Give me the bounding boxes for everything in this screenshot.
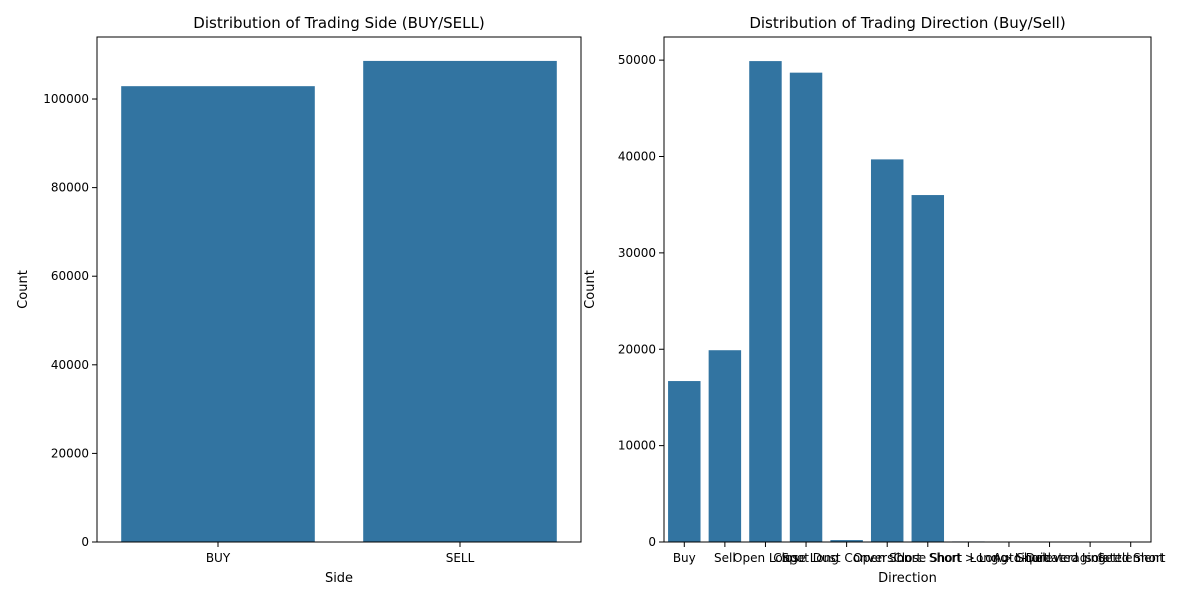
chart-title: Distribution of Trading Direction (Buy/S… <box>749 14 1065 32</box>
y-tick-label: 30000 <box>618 246 656 260</box>
y-tick-label: 10000 <box>618 439 656 453</box>
x-tick-label: Buy <box>673 551 696 565</box>
y-tick-label: 20000 <box>51 446 89 460</box>
x-axis-label: Side <box>325 571 353 586</box>
plot-frame <box>663 36 1152 543</box>
y-tick-label: 20000 <box>618 342 656 356</box>
x-tick-label: Short > Long <box>929 551 1008 565</box>
bar-close-short <box>911 195 945 542</box>
x-tick-label: Spot Dust Conversion <box>782 551 912 565</box>
y-axis-label: Count <box>583 270 598 309</box>
x-tick-label: SELL <box>446 551 475 565</box>
y-tick-label: 40000 <box>618 150 656 164</box>
x-axis-label: Direction <box>878 571 937 586</box>
x-tick-label: Sell <box>714 551 736 565</box>
x-tick-label: Open Short <box>853 551 921 565</box>
y-tick-label: 80000 <box>51 181 89 195</box>
bar-spot-dust-conversion <box>830 540 863 542</box>
plot-frame <box>96 36 582 543</box>
x-tick-label: Close Long <box>773 551 839 565</box>
bar-open-short <box>870 159 904 543</box>
x-tick-label: Open Long <box>733 551 798 565</box>
y-tick-label: 0 <box>648 535 656 549</box>
bar-sell <box>363 60 557 542</box>
bar-buy <box>668 381 701 542</box>
x-tick-label: BUY <box>206 551 231 565</box>
bar-close-long <box>789 72 823 543</box>
bar-sell <box>708 350 742 542</box>
x-tick-label: Settlement <box>1097 551 1164 565</box>
y-tick-label: 50000 <box>618 53 656 67</box>
chart-panel-1: 0 20000 40000 60000 80000 100000 BUY SELL Distri… <box>16 14 582 586</box>
chart-title: Distribution of Trading Side (BUY/SELL) <box>193 14 484 32</box>
bar-buy <box>121 86 315 542</box>
y-tick-label: 100000 <box>43 92 89 106</box>
y-tick-label: 0 <box>81 535 89 549</box>
x-tick-label: Long > Short <box>969 551 1048 565</box>
bar-open-long <box>749 61 782 543</box>
x-tick-label: Auto-Deleveraging <box>993 551 1106 565</box>
y-tick-label: 40000 <box>51 358 89 372</box>
x-tick-label: Close Short <box>893 551 962 565</box>
y-tick-label: 60000 <box>51 269 89 283</box>
y-axis-label: Count <box>16 270 31 309</box>
x-tick-label: Liquidated Isolated Short <box>1015 551 1166 565</box>
